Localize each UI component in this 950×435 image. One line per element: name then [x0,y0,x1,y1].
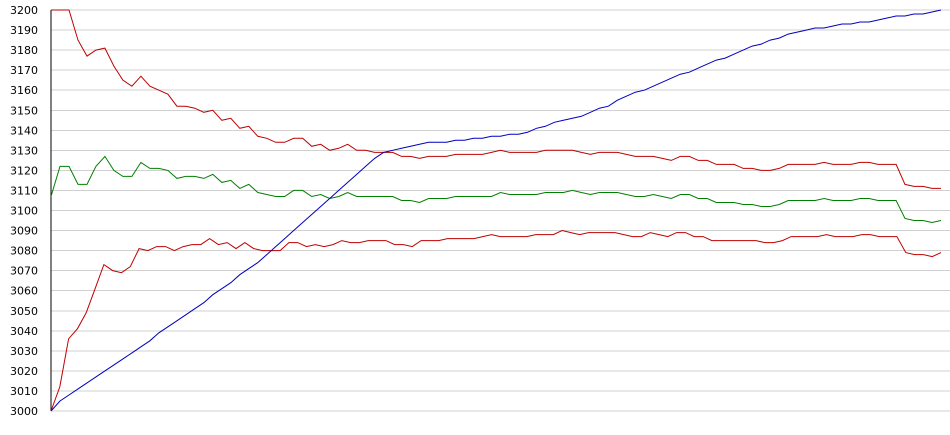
y-tick-label: 3030 [10,345,38,358]
y-tick-label: 3050 [10,305,38,318]
y-tick-label: 3090 [10,225,38,238]
y-tick-label: 3080 [10,245,38,258]
y-tick-label: 3170 [10,64,38,77]
y-tick-label: 3130 [10,144,38,157]
y-tick-label: 3000 [10,405,38,418]
series-line-1 [51,9,941,189]
y-tick-label: 3010 [10,385,38,398]
series-line-4 [50,9,942,412]
y-tick-label: 3180 [10,44,38,57]
y-tick-label: 3040 [10,325,38,338]
y-tick-label: 3060 [10,285,38,298]
y-tick-label: 3120 [10,164,38,177]
y-tick-label: 3200 [10,4,38,17]
gridlines [51,9,950,412]
y-axis-tick-labels: 3000 3010 3020 3030 3040 3050 3060 3070 3080 3090… [10,4,38,418]
series-line-3 [50,229,942,412]
series-line-2 [50,155,942,224]
y-tick-label: 3140 [10,124,38,137]
y-tick-label: 3110 [10,184,38,197]
y-tick-label: 3150 [10,104,38,117]
y-tick-label: 3100 [10,205,38,218]
y-tick-label: 3070 [10,265,38,278]
y-tick-label: 3160 [10,84,38,97]
series-group [50,9,942,412]
y-tick-label: 3190 [10,24,38,37]
y-tick-label: 3020 [10,365,38,378]
